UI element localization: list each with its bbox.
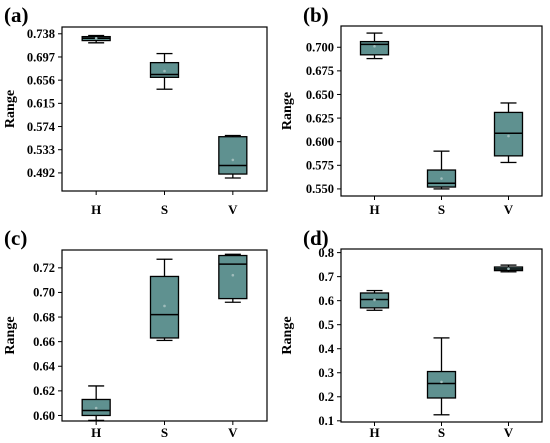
y-tick-label: 0.625	[306, 111, 334, 125]
y-tick-label: 0.64	[33, 360, 56, 374]
iqr-box	[359, 40, 390, 56]
y-tick-label: 0.1	[318, 414, 334, 428]
y-tick-label: 0.575	[306, 159, 334, 173]
box-S	[149, 258, 180, 342]
panel-label: (a)	[4, 3, 29, 27]
box-V	[493, 102, 524, 164]
box-H	[81, 34, 111, 44]
box-V	[218, 134, 248, 179]
mean-marker	[231, 158, 235, 162]
y-tick-label: 0.550	[306, 182, 334, 196]
mean-marker	[94, 406, 98, 410]
x-tick-label: H	[369, 425, 379, 440]
x-tick-label: V	[228, 202, 238, 217]
y-tick-label: 0.650	[306, 88, 334, 102]
y-axis-title: Range	[3, 316, 18, 354]
y-axis-title: Range	[280, 92, 295, 130]
y-tick-label: 0.656	[27, 73, 55, 87]
x-tick-label: V	[504, 425, 514, 440]
mean-marker	[373, 298, 376, 302]
y-tick-label: 0.700	[306, 41, 334, 55]
iqr-box	[426, 370, 457, 399]
mean-marker	[163, 69, 166, 73]
y-tick-label: 0.62	[33, 384, 55, 398]
y-tick-label: 0.697	[27, 50, 55, 64]
mean-marker	[440, 177, 443, 180]
iqr-box	[218, 136, 248, 175]
y-tick-label: 0.533	[27, 143, 55, 157]
y-tick-label: 0.66	[33, 335, 55, 349]
box-S	[149, 52, 180, 90]
y-tick-label: 0.60	[33, 409, 55, 423]
panel-4: (d) Range 0.8 0.7 0.6 0.5 0.4 0.3 0.2 0.1 H S V	[280, 226, 543, 440]
y-axis-title: Range	[280, 316, 295, 354]
x-tick-label: H	[369, 202, 379, 217]
y-axis-title: Range	[3, 90, 18, 128]
iqr-box	[493, 111, 524, 157]
y-tick-label: 0.72	[33, 261, 55, 275]
y-tick-label: 0.600	[306, 135, 334, 149]
y-tick-label: 0.68	[33, 310, 55, 324]
panel-3: (c) Range 0.72 0.70 0.68 0.66 0.64 0.62 0.60 H S V	[3, 226, 268, 440]
y-tick-label: 0.3	[318, 366, 334, 380]
box-H	[81, 385, 111, 422]
box-H	[359, 289, 390, 311]
x-tick-label: S	[438, 425, 445, 440]
y-tick-label: 0.492	[27, 166, 55, 180]
panel-2: (b) Range 0.700 0.675 0.650 0.625 0.600 0.575 0.…	[280, 3, 543, 217]
x-tick-label: H	[91, 425, 101, 440]
y-tick-label: 0.70	[33, 286, 55, 300]
panel-label: (c)	[4, 226, 27, 250]
y-tick-label: 0.2	[318, 390, 334, 404]
y-tick-label: 0.7	[318, 270, 334, 284]
panel-1: (a) Range 0.738 0.697 0.656 0.615 0.574 0.533 0.…	[3, 3, 268, 217]
mean-marker	[231, 273, 235, 277]
y-tick-label: 0.615	[27, 97, 55, 111]
y-tick-label: 0.8	[318, 246, 334, 260]
y-tick-label: 0.6	[318, 294, 334, 308]
x-tick-label: V	[504, 202, 514, 217]
x-tick-label: S	[438, 202, 445, 217]
x-tick-label: V	[228, 425, 238, 440]
y-tick-label: 0.574	[27, 120, 56, 134]
panel-label: (d)	[303, 226, 329, 250]
box-V	[218, 253, 248, 303]
x-tick-label: S	[161, 202, 168, 217]
mean-marker	[507, 267, 510, 271]
mean-marker	[163, 304, 166, 308]
mean-marker	[94, 37, 98, 40]
y-tick-label: 0.4	[318, 342, 334, 356]
x-tick-label: S	[161, 425, 168, 440]
y-tick-label: 0.738	[27, 27, 55, 41]
box-S	[426, 337, 457, 416]
y-tick-label: 0.675	[306, 64, 334, 78]
box-V	[493, 264, 524, 273]
mean-marker	[440, 380, 443, 384]
iqr-box	[218, 254, 248, 300]
mean-marker	[373, 45, 376, 48]
mean-marker	[507, 134, 510, 138]
box-S	[426, 150, 457, 190]
x-tick-label: H	[91, 202, 101, 217]
y-tick-label: 0.5	[318, 318, 334, 332]
panel-label: (b)	[303, 3, 329, 27]
box-H	[359, 32, 390, 60]
